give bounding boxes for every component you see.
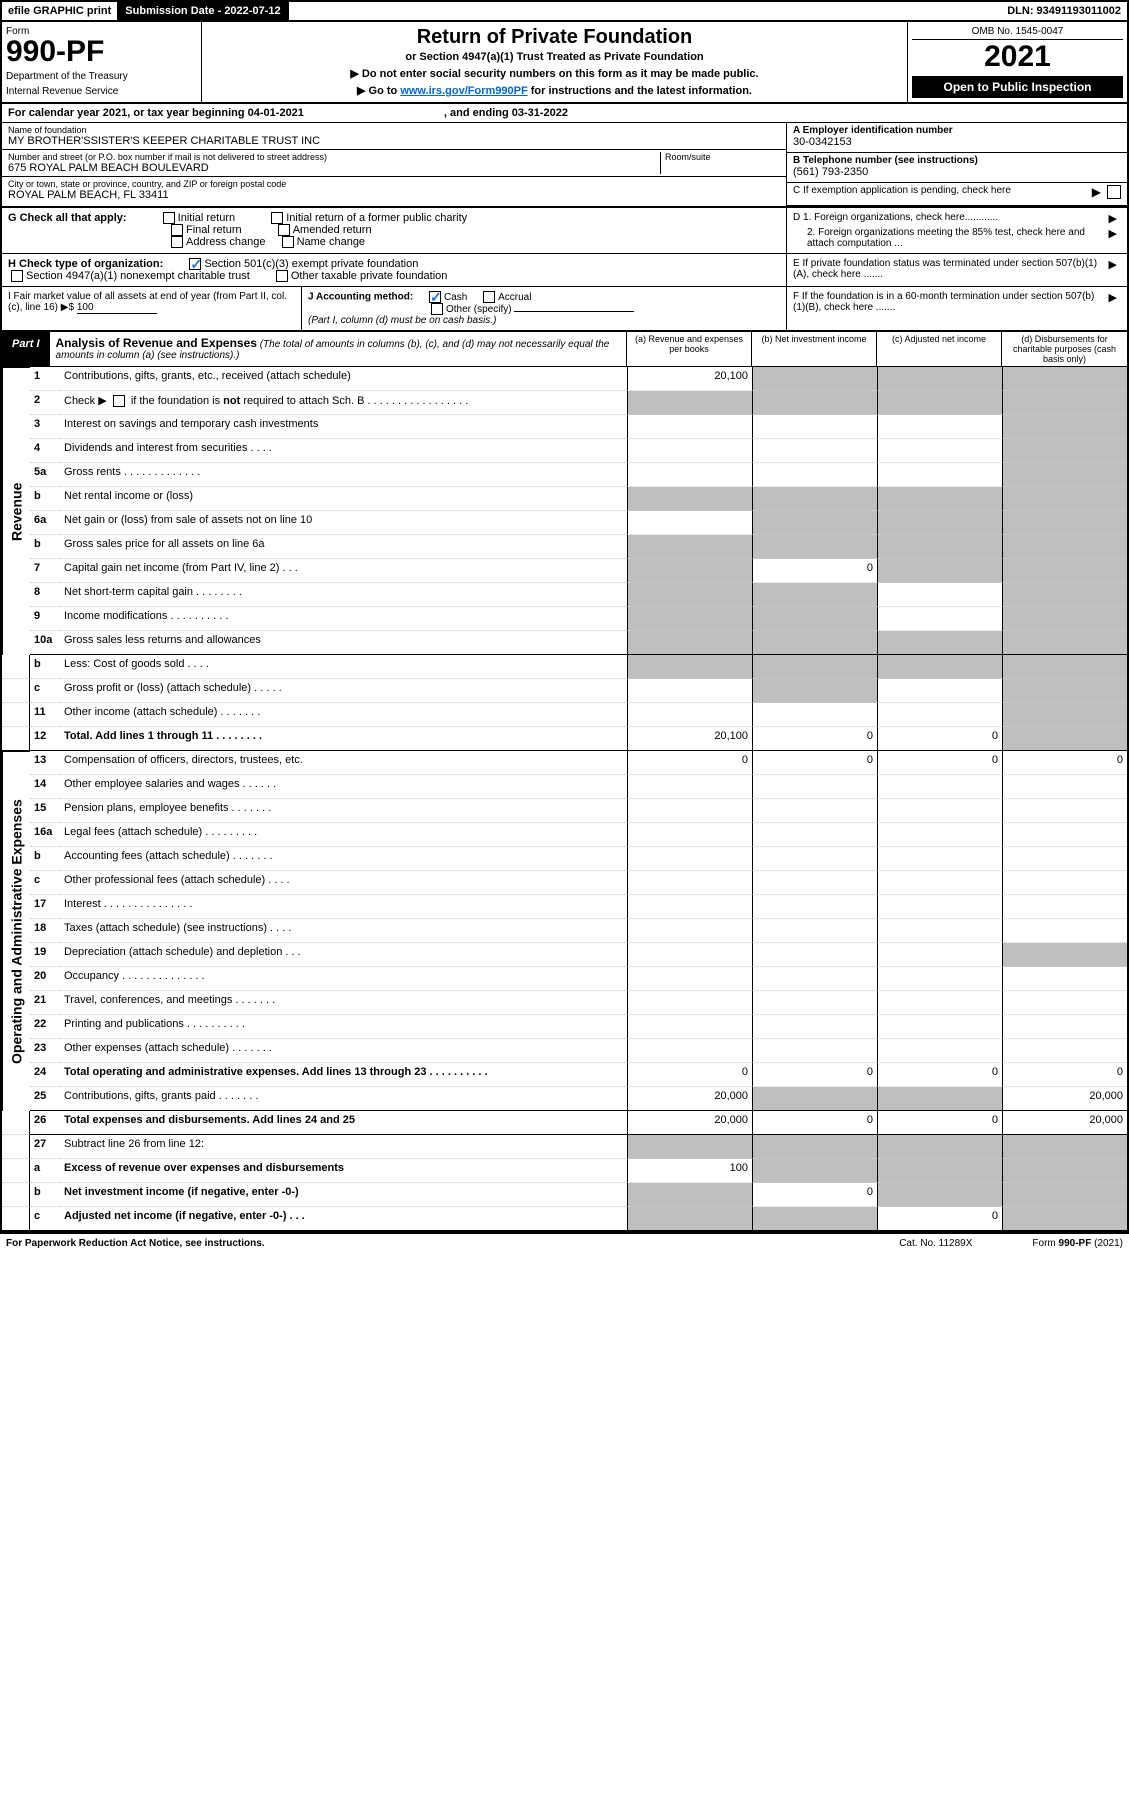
section-ij: I Fair market value of all assets at end… xyxy=(2,286,1127,330)
part-1-label: Part I xyxy=(2,332,50,366)
tax-year: 2021 xyxy=(912,40,1123,74)
j-label: J Accounting method: xyxy=(308,292,413,303)
form-number: 990-PF xyxy=(6,37,197,67)
h-other-checkbox[interactable] xyxy=(276,270,288,282)
part-1-title: Analysis of Revenue and Expenses xyxy=(56,336,257,350)
room-label: Room/suite xyxy=(665,152,780,162)
c-label: C If exemption application is pending, c… xyxy=(793,185,1086,196)
section-h: H Check type of organization: Section 50… xyxy=(2,253,1127,286)
g-amended-checkbox[interactable] xyxy=(278,224,290,236)
d2-label: 2. Foreign organizations meeting the 85%… xyxy=(793,227,1105,249)
i-value: 100 xyxy=(77,302,157,314)
g-initial-return-checkbox[interactable] xyxy=(163,212,175,224)
g-initial-former-checkbox[interactable] xyxy=(271,212,283,224)
g-name-change-checkbox[interactable] xyxy=(282,236,294,248)
arrow-icon: ▶ xyxy=(1092,185,1101,199)
form-note-2: ▶ Go to www.irs.gov/Form990PF for instru… xyxy=(212,84,897,97)
addr-label: Number and street (or P.O. box number if… xyxy=(8,152,660,162)
name-label: Name of foundation xyxy=(8,125,780,135)
dept-label: Department of the Treasury xyxy=(6,71,197,82)
expenses-side-label: Operating and Administrative Expenses xyxy=(2,751,30,1111)
col-a-header: (a) Revenue and expenses per books xyxy=(627,332,752,366)
calendar-year-bar: For calendar year 2021, or tax year begi… xyxy=(2,104,1127,123)
j-note: (Part I, column (d) must be on cash basi… xyxy=(308,315,496,326)
col-b-header: (b) Net investment income xyxy=(752,332,877,366)
ein-value: 30-0342153 xyxy=(793,136,1121,148)
irs-label: Internal Revenue Service xyxy=(6,86,197,97)
identity-block: Name of foundation MY BROTHER'SSISTER'S … xyxy=(2,123,1127,208)
efile-label: efile GRAPHIC print xyxy=(2,2,119,20)
j-cash-checkbox[interactable] xyxy=(429,291,441,303)
e-label: E If private foundation status was termi… xyxy=(793,258,1105,280)
city-label: City or town, state or province, country… xyxy=(8,179,780,189)
part-1-header: Part I Analysis of Revenue and Expenses … xyxy=(2,330,1127,367)
form-ref: Form 990-PF (2021) xyxy=(1032,1238,1123,1249)
form-header: Form 990-PF Department of the Treasury I… xyxy=(2,22,1127,104)
cat-number: Cat. No. 11289X xyxy=(899,1238,972,1249)
h-501c3-checkbox[interactable] xyxy=(189,258,201,270)
form-title: Return of Private Foundation xyxy=(212,26,897,49)
j-accrual-checkbox[interactable] xyxy=(483,291,495,303)
public-inspection: Open to Public Inspection xyxy=(912,76,1123,98)
ein-label: A Employer identification number xyxy=(793,125,1121,136)
city-value: ROYAL PALM BEACH, FL 33411 xyxy=(8,189,780,201)
omb-number: OMB No. 1545-0047 xyxy=(912,26,1123,40)
g-label: G Check all that apply: xyxy=(8,212,127,224)
g-final-return-checkbox[interactable] xyxy=(171,224,183,236)
addr-value: 675 ROYAL PALM BEACH BOULEVARD xyxy=(8,162,660,174)
part-1-table: Revenue 1Contributions, gifts, grants, e… xyxy=(2,367,1127,1231)
form-note-1: ▶ Do not enter social security numbers o… xyxy=(212,67,897,80)
h-4947-checkbox[interactable] xyxy=(11,270,23,282)
h-label: H Check type of organization: xyxy=(8,258,163,270)
foundation-name: MY BROTHER'SSISTER'S KEEPER CHARITABLE T… xyxy=(8,135,780,147)
g-address-change-checkbox[interactable] xyxy=(171,236,183,248)
paperwork-notice: For Paperwork Reduction Act Notice, see … xyxy=(6,1238,265,1249)
f-label: F If the foundation is in a 60-month ter… xyxy=(793,291,1105,313)
col-c-header: (c) Adjusted net income xyxy=(877,332,1002,366)
irs-link[interactable]: www.irs.gov/Form990PF xyxy=(400,85,527,97)
page-footer: For Paperwork Reduction Act Notice, see … xyxy=(0,1233,1129,1253)
phone-label: B Telephone number (see instructions) xyxy=(793,155,1121,166)
c-checkbox[interactable] xyxy=(1107,185,1121,199)
dln: DLN: 93491193011002 xyxy=(1001,2,1127,20)
col-d-header: (d) Disbursements for charitable purpose… xyxy=(1002,332,1127,366)
phone-value: (561) 793-2350 xyxy=(793,166,1121,178)
revenue-side-label: Revenue xyxy=(2,367,30,655)
d1-label: D 1. Foreign organizations, check here..… xyxy=(793,212,1105,225)
j-other-checkbox[interactable] xyxy=(431,303,443,315)
form-subtitle: or Section 4947(a)(1) Trust Treated as P… xyxy=(212,51,897,63)
section-g: G Check all that apply: Initial return I… xyxy=(2,208,1127,253)
top-bar: efile GRAPHIC print Submission Date - 20… xyxy=(2,2,1127,22)
submission-date: Submission Date - 2022-07-12 xyxy=(119,2,288,20)
sch-b-checkbox[interactable] xyxy=(113,395,125,407)
